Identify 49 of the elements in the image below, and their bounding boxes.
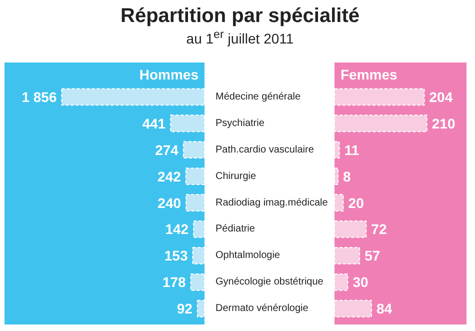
y-tick-label: Médecine générale xyxy=(216,91,301,102)
bar xyxy=(334,114,428,132)
data-label: 142 xyxy=(165,221,189,238)
y-tick-label: Radiodiag imag.médicale xyxy=(216,197,328,208)
y-tick-label: Chirurgie xyxy=(216,170,257,182)
data-label: 57 xyxy=(364,248,380,264)
bar xyxy=(334,141,340,159)
bar xyxy=(334,168,339,185)
data-label: 8 xyxy=(343,168,352,184)
series-label: Femmes xyxy=(340,66,398,82)
y-tick-label: Pédiatrie xyxy=(216,224,256,235)
bar xyxy=(334,246,360,264)
bar xyxy=(61,88,204,106)
bar xyxy=(334,300,372,318)
data-label: 242 xyxy=(158,168,182,184)
bar xyxy=(196,300,204,318)
y-tick-label: Psychiatrie xyxy=(216,118,265,129)
y-tick-label: Gynécologie obstétrique xyxy=(216,276,324,288)
chart-title: Répartition par spécialité xyxy=(120,5,360,28)
data-label: 240 xyxy=(158,194,182,211)
bar xyxy=(182,141,204,159)
series-label: Hommes xyxy=(139,66,199,82)
data-label: 274 xyxy=(155,142,179,158)
bar xyxy=(185,168,204,185)
data-label: 72 xyxy=(371,221,387,238)
bar xyxy=(334,273,348,291)
data-label: 11 xyxy=(344,142,360,158)
y-tick-label: Path.cardio vasculaire xyxy=(216,144,314,156)
bar xyxy=(334,88,425,106)
data-label: 92 xyxy=(176,300,193,317)
data-label: 84 xyxy=(376,300,392,317)
text: au 1$^{er}$ juillet 2011 xyxy=(185,28,295,47)
bar xyxy=(170,114,204,132)
data-label: 441 xyxy=(142,115,166,132)
data-label: 20 xyxy=(348,194,364,211)
bar xyxy=(186,194,204,212)
data-label: 204 xyxy=(429,88,453,105)
bar xyxy=(334,194,344,212)
data-label: 178 xyxy=(162,274,186,290)
bar xyxy=(192,246,204,264)
bar xyxy=(190,273,204,291)
data-label: 210 xyxy=(432,115,456,132)
data-label: 30 xyxy=(352,274,368,290)
bar xyxy=(193,220,204,238)
y-tick-label: Ophtalmologie xyxy=(216,250,280,262)
data-label: 1 856 xyxy=(22,88,57,105)
bar xyxy=(334,220,367,238)
y-tick-label: Dermato vénérologie xyxy=(216,303,309,314)
data-label: 153 xyxy=(164,248,188,264)
